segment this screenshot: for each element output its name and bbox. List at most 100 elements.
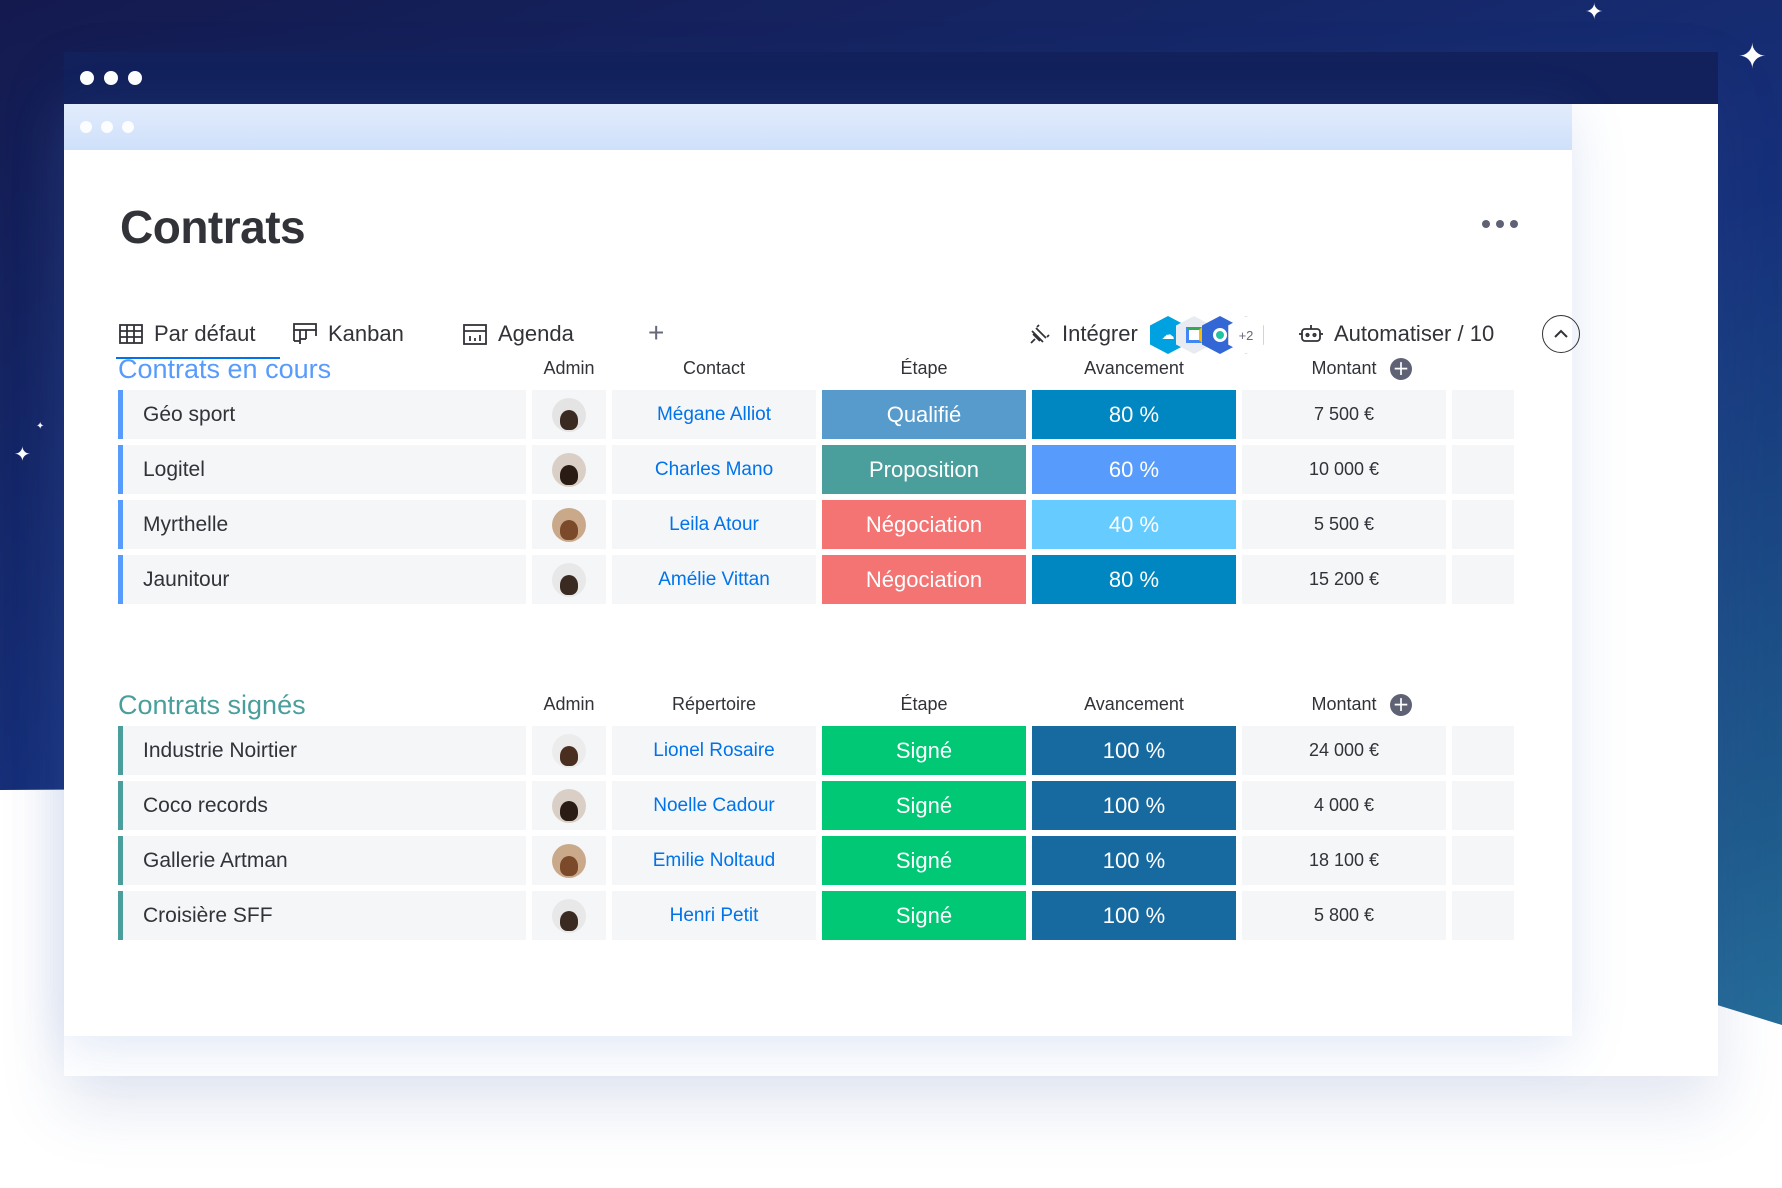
table-row[interactable]: Gallerie Artman Emilie Noltaud Signé 100… [118,836,1520,891]
progress-cell[interactable]: 100 % [1032,891,1236,940]
table-row[interactable]: Industrie Noirtier Lionel Rosaire Signé … [118,726,1520,781]
column-header-contact[interactable]: Contact [682,358,746,378]
amount-cell[interactable]: 4 000 € [1242,781,1446,830]
back-window-titlebar [64,52,1718,104]
table-row[interactable]: Jaunitour Amélie Vittan Négociation 80 %… [118,555,1520,610]
item-name[interactable]: Géo sport [118,390,526,439]
stage-status[interactable]: Signé [822,891,1026,940]
column-header-stage[interactable]: Étape [900,694,948,714]
integration-logos[interactable]: ☁ +2 [1150,316,1264,354]
contact-link[interactable]: Charles Mano [612,445,816,494]
amount-cell[interactable]: 7 500 € [1242,390,1446,439]
progress-cell[interactable]: 100 % [1032,726,1236,775]
tab-default[interactable]: Par défaut [116,309,279,359]
admin-cell[interactable] [532,390,606,439]
progress-cell[interactable]: 40 % [1032,500,1236,549]
progress-cell[interactable]: 100 % [1032,836,1236,885]
tab-default-label: Par défaut [154,321,256,346]
progress-cell[interactable]: 80 % [1032,390,1236,439]
column-header-directory[interactable]: Répertoire [671,694,757,714]
integrate-button[interactable]: Intégrer [1028,309,1138,359]
admin-cell[interactable] [532,836,606,885]
column-header-admin[interactable]: Admin [543,694,595,714]
collapse-button[interactable] [1542,315,1580,353]
table-row[interactable]: Géo sport Mégane Alliot Qualifié 80 % 7 … [118,390,1520,445]
admin-cell[interactable] [532,500,606,549]
table-row[interactable]: Myrthelle Leila Atour Négociation 40 % 5… [118,500,1520,555]
empty-cell[interactable] [1452,390,1514,439]
sparkle-icon: ✦ [1738,37,1767,77]
sparkle-icon: ✦ [1585,0,1604,25]
tab-agenda[interactable]: Agenda [462,309,574,359]
table-row[interactable]: Croisière SFF Henri Petit Signé 100 % 5 … [118,891,1520,946]
avatar [552,397,586,432]
amount-cell[interactable]: 18 100 € [1242,836,1446,885]
automate-button[interactable]: Automatiser / 10 [1298,309,1494,359]
empty-cell[interactable] [1452,891,1514,940]
admin-cell[interactable] [532,445,606,494]
admin-cell[interactable] [532,555,606,604]
column-header-amount[interactable]: Montant [1311,358,1377,378]
board-window: Contrats Par défaut Kanban Agenda + I [64,104,1580,1036]
contact-link[interactable]: Noelle Cadour [612,781,816,830]
contact-link[interactable]: Lionel Rosaire [612,726,816,775]
column-header-admin[interactable]: Admin [543,358,595,378]
contact-link[interactable]: Mégane Alliot [612,390,816,439]
group-title[interactable]: Contrats en cours [118,354,332,384]
robot-icon [1299,325,1323,342]
add-column-icon[interactable]: + [1390,358,1412,380]
column-header-progress[interactable]: Avancement [1084,694,1184,714]
admin-cell[interactable] [532,726,606,775]
contact-link[interactable]: Henri Petit [612,891,816,940]
progress-cell[interactable]: 80 % [1032,555,1236,604]
amount-cell[interactable]: 5 500 € [1242,500,1446,549]
empty-cell[interactable] [1452,555,1514,604]
empty-cell[interactable] [1452,500,1514,549]
tab-kanban[interactable]: Kanban [292,309,404,359]
amount-cell[interactable]: 10 000 € [1242,445,1446,494]
empty-cell[interactable] [1452,726,1514,775]
avatar [552,843,586,878]
contact-link[interactable]: Amélie Vittan [612,555,816,604]
item-name[interactable]: Gallerie Artman [118,836,526,885]
contact-link[interactable]: Emilie Noltaud [612,836,816,885]
stage-status[interactable]: Négociation [822,500,1026,549]
amount-cell[interactable]: 15 200 € [1242,555,1446,604]
table-row[interactable]: Logitel Charles Mano Proposition 60 % 10… [118,445,1520,500]
stage-status[interactable]: Proposition [822,445,1026,494]
item-name[interactable]: Logitel [118,445,526,494]
empty-cell[interactable] [1452,445,1514,494]
tab-kanban-label: Kanban [328,321,404,346]
empty-cell[interactable] [1452,781,1514,830]
stage-status[interactable]: Qualifié [822,390,1026,439]
avatar [552,898,586,933]
column-header-progress[interactable]: Avancement [1084,358,1184,378]
admin-cell[interactable] [532,891,606,940]
item-name[interactable]: Myrthelle [118,500,526,549]
item-name[interactable]: Jaunitour [118,555,526,604]
stage-status[interactable]: Négociation [822,555,1026,604]
contact-link[interactable]: Leila Atour [612,500,816,549]
item-name[interactable]: Coco records [118,781,526,830]
column-header-amount[interactable]: Montant [1311,694,1377,714]
sparkle-icon: ✦ [36,421,45,432]
progress-cell[interactable]: 100 % [1032,781,1236,830]
progress-cell[interactable]: 60 % [1032,445,1236,494]
amount-cell[interactable]: 24 000 € [1242,726,1446,775]
item-name[interactable]: Croisière SFF [118,891,526,940]
chevron-up-icon [1554,329,1568,338]
stage-status[interactable]: Signé [822,726,1026,775]
add-view-button[interactable]: + [648,317,665,348]
more-integrations-badge: +2 [1228,316,1264,354]
group-title[interactable]: Contrats signés [118,690,306,720]
add-column-icon[interactable]: + [1390,694,1412,716]
item-name[interactable]: Industrie Noirtier [118,726,526,775]
stage-status[interactable]: Signé [822,781,1026,830]
stage-status[interactable]: Signé [822,836,1026,885]
amount-cell[interactable]: 5 800 € [1242,891,1446,940]
table-row[interactable]: Coco records Noelle Cadour Signé 100 % 4… [118,781,1520,836]
admin-cell[interactable] [532,781,606,830]
empty-cell[interactable] [1452,836,1514,885]
column-header-stage[interactable]: Étape [900,358,948,378]
more-options-icon[interactable] [1482,220,1518,228]
